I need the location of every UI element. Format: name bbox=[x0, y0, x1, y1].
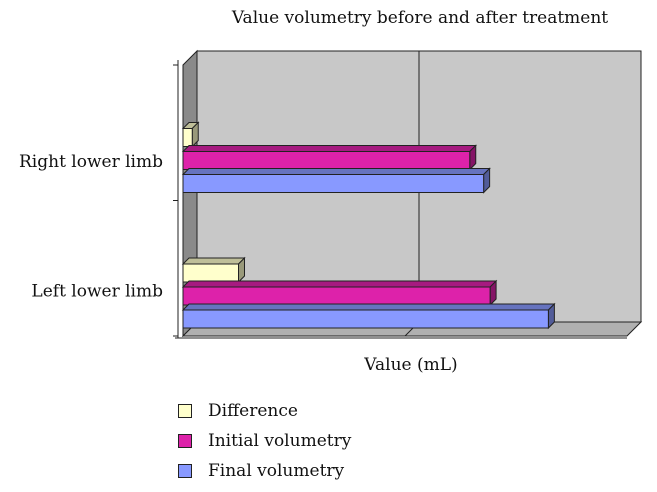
legend-label-initial-volumetry: Initial volumetry bbox=[208, 431, 352, 451]
bar-initial-volumetry-right-lower-limb bbox=[181, 144, 477, 171]
legend-item-difference: Difference bbox=[178, 396, 351, 426]
bar-final-volumetry-right-lower-limb bbox=[181, 167, 491, 194]
legend-swatch-final-volumetry bbox=[178, 464, 192, 478]
y-tick-label: Left lower limb bbox=[31, 281, 163, 301]
chart-title: Value volumetry before and after treatme… bbox=[231, 8, 609, 28]
legend-item-initial-volumetry: Initial volumetry bbox=[178, 426, 351, 456]
bar-final-volumetry-left-lower-limb bbox=[181, 302, 556, 330]
bar-difference-left-lower-limb bbox=[181, 256, 246, 284]
y-tick-label: Right lower limb bbox=[19, 152, 163, 172]
legend-label-difference: Difference bbox=[208, 401, 298, 421]
legend-item-final-volumetry: Final volumetry bbox=[178, 456, 351, 486]
x-axis-label: Value (mL) bbox=[363, 355, 457, 375]
legend-swatch-initial-volumetry bbox=[178, 434, 192, 448]
legend: Difference Initial volumetry Final volum… bbox=[178, 396, 351, 486]
legend-swatch-difference bbox=[178, 404, 192, 418]
bar-difference-right-lower-limb bbox=[181, 121, 200, 148]
bar-initial-volumetry-left-lower-limb bbox=[181, 279, 498, 307]
legend-label-final-volumetry: Final volumetry bbox=[208, 461, 345, 481]
